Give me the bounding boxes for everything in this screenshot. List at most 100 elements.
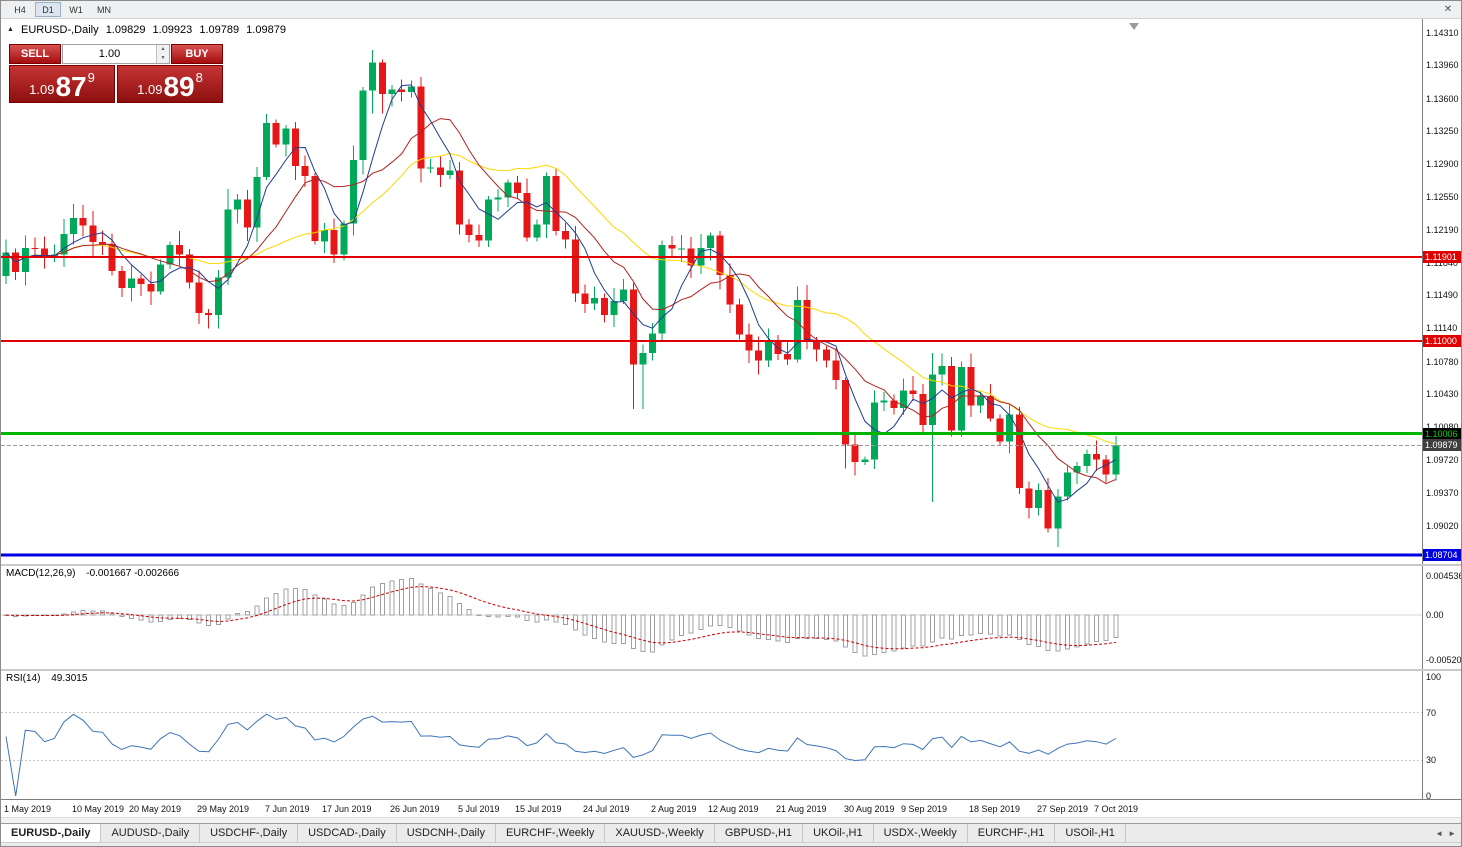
timeframe-buttons: H4 D1 W1 MN	[7, 2, 117, 17]
status-bar	[1, 842, 1461, 846]
moving-averages	[5, 84, 1117, 503]
date-label: 24 Jul 2019	[583, 804, 630, 814]
price-tick-label: 1.12900	[1426, 159, 1459, 169]
price-tick-label: 1.13960	[1426, 60, 1459, 70]
date-label: 7 Oct 2019	[1094, 804, 1139, 814]
price-tick-label: 1.13250	[1426, 126, 1459, 136]
date-label: 2 Aug 2019	[651, 804, 697, 814]
price-tick-label: 1.10780	[1426, 357, 1459, 367]
price-tick-label: 1.09720	[1426, 455, 1459, 465]
timeframe-toolbar: H4 D1 W1 MN ✕	[1, 1, 1461, 19]
date-label: 29 May 2019	[197, 804, 250, 814]
price-tick-label: 1.09370	[1426, 488, 1459, 498]
spinner-up-icon[interactable]: ▲	[157, 45, 169, 54]
macd-axis-label: -0.005205	[1426, 655, 1462, 665]
chart-tab-eurchf-h1[interactable]: EURCHF-,H1	[968, 824, 1056, 842]
chart-tab-eurchf-weekly[interactable]: EURCHF-,Weekly	[496, 824, 606, 842]
level-price-badge: 1.08704	[1423, 549, 1461, 561]
timeframe-button-d1[interactable]: D1	[35, 2, 61, 17]
date-label: 1 May 2019	[4, 804, 52, 814]
date-label: 18 Sep 2019	[969, 804, 1021, 814]
sell-price-box[interactable]: 1.09 87 9	[9, 65, 115, 103]
date-label: 15 Jul 2019	[515, 804, 562, 814]
candles	[2, 50, 1120, 547]
chart-tab-xauusd-weekly[interactable]: XAUUSD-,Weekly	[605, 824, 715, 842]
volume-spinner: ▲ ▼	[156, 45, 169, 63]
price-axis[interactable]: 1.14310 1.13960 1.13600 1.13250 1.12900 1.125…	[1422, 19, 1461, 564]
main-chart-panel[interactable]: ▲ EURUSD-,Daily 1.09829 1.09923 1.09789 …	[1, 19, 1422, 564]
timeframe-button-mn[interactable]: MN	[97, 4, 111, 15]
chart-tab-usdx-weekly[interactable]: USDX-,Weekly	[874, 824, 968, 842]
rsi-panel[interactable]: RSI(14) 49.3015	[1, 671, 1422, 799]
chart-tab-audusd-daily[interactable]: AUDUSD-,Daily	[101, 824, 201, 842]
chart-tab-ukoil-h1[interactable]: UKOil-,H1	[803, 824, 874, 842]
date-label: 20 May 2019	[129, 804, 182, 814]
tab-scroll-right-icon[interactable]: ►	[1448, 828, 1456, 838]
one-click-trading-panel: SELL 1.00 ▲ ▼ BUY 1.09 87 9 1.09 89 8	[9, 44, 223, 103]
macd-values: -0.001667 -0.002666	[86, 568, 180, 579]
tab-scroll-controls: ◄ ►	[1428, 824, 1461, 842]
spinner-down-icon[interactable]: ▼	[157, 54, 169, 63]
macd-chart	[1, 578, 1422, 657]
macd-axis-label: 0.004536	[1426, 571, 1462, 581]
macd-axis: 0.004536 0.00 -0.005205	[1422, 566, 1462, 669]
chart-tabs-bar: EURUSD-,Daily AUDUSD-,Daily USDCHF-,Daily U…	[1, 823, 1461, 842]
sell-price-big: 87	[55, 71, 87, 103]
price-chart[interactable]	[1, 19, 1422, 564]
ohlc-open: 1.09829	[105, 24, 146, 36]
macd-signal-line	[5, 586, 1116, 650]
rsi-header: RSI(14) 49.3015	[6, 673, 87, 684]
price-tick-label: 1.12190	[1426, 225, 1459, 235]
sell-price-sup: 9	[87, 70, 95, 85]
panel-splitter[interactable]	[1, 564, 1461, 566]
buy-button[interactable]: BUY	[171, 44, 223, 64]
date-label: 12 Aug 2019	[708, 804, 759, 814]
price-tick-label: 1.13600	[1426, 94, 1459, 104]
date-label: 30 Aug 2019	[844, 804, 895, 814]
rsi-axis-label: 0	[1426, 791, 1432, 801]
macd-header: MACD(12,26,9) -0.001667 -0.002666	[6, 568, 179, 579]
macd-title: MACD(12,26,9)	[6, 568, 76, 579]
buy-price-box[interactable]: 1.09 89 8	[117, 65, 223, 103]
sell-button[interactable]: SELL	[9, 44, 61, 64]
timeframe-button-w1[interactable]: W1	[69, 4, 83, 15]
rsi-axis-label: 30	[1426, 755, 1437, 765]
price-tick-label: 1.10430	[1426, 389, 1459, 399]
level-price-badge: 1.10006	[1423, 428, 1461, 440]
ohlc-low: 1.09789	[199, 24, 240, 36]
chart-tab-usoil-h1[interactable]: USOil-,H1	[1055, 824, 1126, 842]
collapse-icon[interactable]: ▲	[7, 26, 14, 33]
date-label: 7 Jun 2019	[265, 804, 310, 814]
timeframe-button-h4[interactable]: H4	[14, 4, 26, 15]
price-tick-label: 1.10080	[1426, 422, 1459, 432]
date-label: 17 Jun 2019	[322, 804, 372, 814]
rsi-chart	[1, 712, 1422, 797]
chart-tab-usdchf-daily[interactable]: USDCHF-,Daily	[200, 824, 299, 842]
rsi-axis: 100 70 30 0	[1422, 671, 1461, 801]
price-tick-label: 1.11840	[1426, 258, 1458, 268]
price-tick-label: 1.11490	[1426, 290, 1458, 300]
date-label: 26 Jun 2019	[390, 804, 440, 814]
panel-splitter[interactable]	[1, 669, 1461, 671]
volume-field[interactable]: 1.00 ▲ ▼	[62, 44, 170, 64]
rsi-axis-label: 100	[1426, 672, 1442, 682]
close-icon[interactable]: ✕	[1443, 4, 1453, 15]
chart-tab-usdcad-daily[interactable]: USDCAD-,Daily	[298, 824, 397, 842]
current-price-badge: 1.09879	[1423, 439, 1461, 451]
date-label: 9 Sep 2019	[901, 804, 948, 814]
buy-price-small: 1.09	[137, 82, 163, 97]
chart-tab-gbpusd-h1[interactable]: GBPUSD-,H1	[715, 824, 804, 842]
chart-tab-eurusd-daily[interactable]: EURUSD-,Daily	[1, 824, 102, 842]
ohlc-close: 1.09879	[246, 24, 286, 36]
chart-tab-usdcnh-daily[interactable]: USDCNH-,Daily	[397, 824, 496, 842]
macd-panel[interactable]: MACD(12,26,9) -0.001667 -0.002666	[1, 566, 1422, 669]
date-label: 5 Jul 2019	[458, 804, 500, 814]
tab-scroll-left-icon[interactable]: ◄	[1435, 828, 1444, 838]
rsi-line	[5, 713, 1117, 797]
rsi-title: RSI(14)	[6, 673, 41, 684]
level-price-badge: 1.11901	[1423, 251, 1461, 263]
horizontal-scrollbar[interactable]	[1, 817, 1461, 823]
chart-shift-marker-icon[interactable]	[1129, 23, 1139, 30]
date-axis[interactable]: 1 May 2019 10 May 2019 20 May 2019 29 May 2…	[1, 799, 1461, 817]
price-tick-label: 1.14310	[1426, 28, 1459, 38]
